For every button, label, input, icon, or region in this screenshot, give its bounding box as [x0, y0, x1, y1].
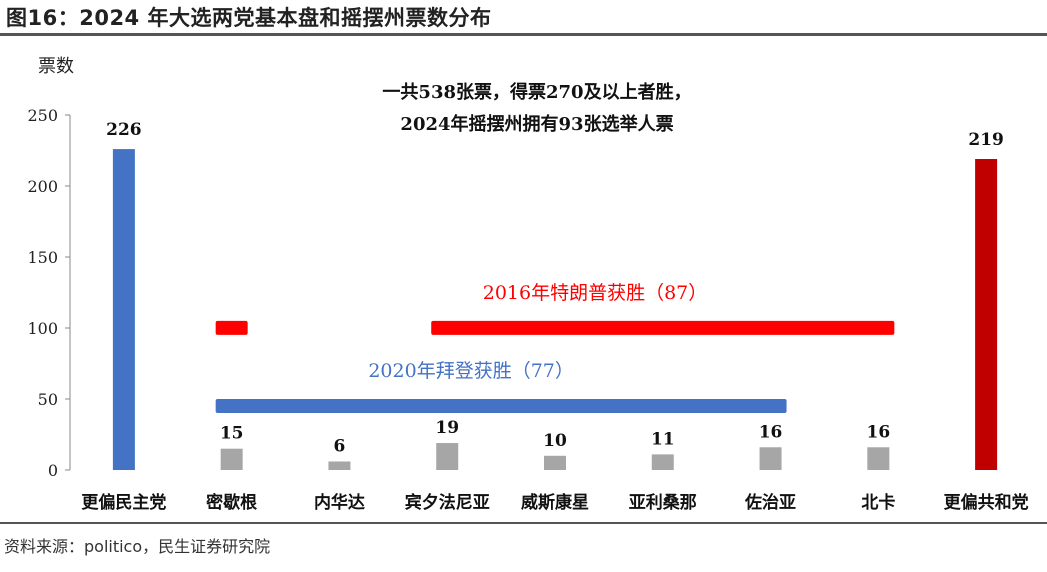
bar [975, 159, 998, 470]
category-label: 密歇根 [206, 492, 257, 513]
value-label: 11 [651, 429, 675, 449]
chart: 票数 0 50 100 150 200 250 2016年特朗普获胜（87） 2020年拜登… [27, 56, 1028, 513]
source-note: 资料来源：politico，民生证券研究院 [4, 537, 271, 556]
bar [328, 461, 351, 470]
value-label: 16 [866, 422, 890, 442]
bar [759, 447, 782, 470]
category-label: 内华达 [314, 492, 365, 513]
category-label: 佐治亚 [744, 492, 796, 513]
category-label: 北卡 [861, 492, 895, 513]
value-label: 10 [543, 431, 567, 451]
range-bar-segment [215, 320, 248, 335]
bar [112, 149, 135, 470]
y-tick-label: 100 [27, 319, 58, 338]
value-label: 16 [759, 422, 783, 442]
bottom-rule [0, 522, 1047, 524]
value-label: 6 [334, 436, 346, 456]
y-tick-label: 250 [27, 106, 58, 125]
y-axis-label: 票数 [38, 56, 74, 77]
y-axis: 0 50 100 150 200 250 [27, 106, 71, 480]
annotation-line-2: 2024年摇摆州拥有93张选举人票 [400, 113, 673, 135]
bars [112, 149, 998, 470]
y-tick-label: 50 [38, 390, 58, 409]
range-bar-segment [431, 320, 895, 335]
value-label: 15 [220, 424, 244, 444]
y-tick-label: 150 [27, 248, 58, 267]
bar [436, 443, 459, 470]
category-label: 威斯康星 [521, 492, 589, 513]
category-label: 宾夕法尼亚 [405, 492, 490, 513]
category-label: 更偏共和党 [944, 492, 1029, 513]
y-tick-label: 0 [48, 461, 58, 480]
title-rule [0, 33, 1047, 36]
figure-title: 图16：2024 年大选两党基本盘和摇摆州票数分布 [6, 6, 492, 30]
labels: 226 更偏民主党 15 密歇根 6 内华达 19 宾夕法尼亚 10 威斯康星 11 亚利桑那 16 佐治… [81, 120, 1028, 513]
bar [867, 447, 890, 470]
range-bars: 2016年特朗普获胜（87） 2020年拜登获胜（77） [215, 282, 895, 413]
bar [544, 455, 566, 470]
range-bar-segment [215, 399, 787, 413]
value-label: 219 [968, 130, 1004, 150]
range-label: 2020年拜登获胜（77） [368, 360, 574, 382]
range-label: 2016年特朗普获胜（87） [483, 282, 708, 304]
category-label: 亚利桑那 [629, 492, 697, 513]
category-label: 更偏民主党 [81, 492, 166, 513]
value-label: 226 [106, 120, 142, 140]
value-label: 19 [435, 418, 459, 438]
y-tick-label: 200 [27, 177, 58, 196]
annotation-line-1: 一共538张票，得票270及以上者胜， [382, 81, 691, 103]
bar [651, 454, 674, 470]
bar [220, 448, 243, 470]
